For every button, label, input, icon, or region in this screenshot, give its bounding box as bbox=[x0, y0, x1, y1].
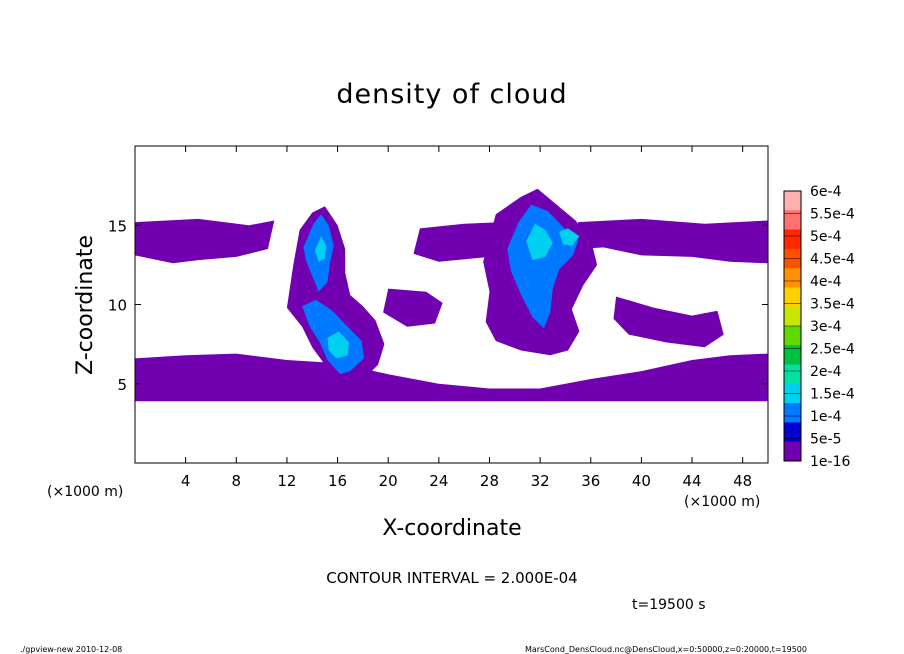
colorbar-label: 1.5e-4 bbox=[810, 387, 855, 403]
x-unit-label-right: (×1000 m) bbox=[684, 494, 760, 510]
colorbar-label: 4.5e-4 bbox=[810, 252, 855, 268]
y-axis-label: Z-coordinate bbox=[73, 235, 98, 375]
x-tick-label: 48 bbox=[733, 472, 752, 490]
density-region-east-core-hi-1 bbox=[526, 223, 553, 261]
colorbar-label: 3e-4 bbox=[810, 319, 842, 335]
x-tick-label: 32 bbox=[531, 472, 550, 490]
colorbar-label: 5e-4 bbox=[810, 229, 842, 245]
colorbar-swatch bbox=[784, 229, 801, 250]
density-region-east-mid-cloud bbox=[613, 296, 724, 348]
colorbar: 6e-4 5.5e-4 5e-4 4.5e-4 4e-4 3.5e-4 3e-4 2.5e-4… bbox=[783, 184, 855, 470]
y-tick-label: 5 bbox=[117, 376, 127, 394]
footer-right-text: MarsCond_DensCloud.nc@DensCloud,x=0:5000… bbox=[525, 645, 807, 654]
density-region-west-core-hi-2 bbox=[327, 331, 349, 359]
colorbar-swatch bbox=[784, 287, 801, 308]
x-axis-label: X-coordinate bbox=[382, 516, 521, 541]
y-tick-label: 10 bbox=[108, 297, 127, 315]
x-tick-label: 4 bbox=[181, 472, 191, 490]
x-tick-label: 44 bbox=[682, 472, 701, 490]
x-tick-label: 24 bbox=[429, 472, 448, 490]
x-tick-label: 28 bbox=[480, 472, 499, 490]
x-tick-label: 12 bbox=[277, 472, 296, 490]
colorbar-swatch bbox=[784, 441, 801, 462]
x-tick-label: 36 bbox=[581, 472, 600, 490]
x-tick-label: 16 bbox=[328, 472, 347, 490]
density-region-east-core-hi-2 bbox=[559, 228, 580, 246]
time-text: t=19500 s bbox=[632, 597, 706, 613]
colorbar-label: 6e-4 bbox=[810, 184, 842, 200]
density-field bbox=[135, 188, 768, 402]
colorbar-swatch bbox=[784, 364, 801, 385]
density-region-west-mid-cloud bbox=[383, 288, 443, 327]
colorbar-swatch bbox=[784, 345, 801, 365]
footer-left-text: ./gpview-new 2010-12-08 bbox=[20, 645, 122, 654]
y-tick-label: 15 bbox=[108, 217, 127, 235]
colorbar-swatch bbox=[784, 326, 801, 346]
density-region-upper-band-east bbox=[578, 218, 768, 264]
colorbar-swatch bbox=[784, 403, 801, 423]
colorbar-label: 2.5e-4 bbox=[810, 342, 855, 358]
density-region-lower-band bbox=[135, 353, 768, 402]
density-region-upper-band-west bbox=[135, 218, 275, 264]
chart-title: density of cloud bbox=[336, 79, 567, 110]
colorbar-swatch bbox=[784, 210, 801, 230]
colorbar-swatch bbox=[784, 191, 801, 211]
x-tick-label: 20 bbox=[379, 472, 398, 490]
colorbar-label: 2e-4 bbox=[810, 364, 842, 380]
x-unit-label-left: (×1000 m) bbox=[47, 484, 123, 500]
x-tick-label: 8 bbox=[232, 472, 242, 490]
colorbar-swatch bbox=[784, 268, 801, 288]
colorbar-swatch bbox=[784, 306, 801, 327]
colorbar-swatch bbox=[784, 422, 801, 443]
colorbar-label: 4e-4 bbox=[810, 274, 842, 290]
density-region-west-core-hi-1 bbox=[314, 236, 327, 262]
colorbar-label: 1e-16 bbox=[810, 454, 850, 470]
colorbar-label: 5e-5 bbox=[810, 432, 841, 448]
colorbar-label: 1e-4 bbox=[810, 409, 842, 425]
contour-interval-text: CONTOUR INTERVAL = 2.000E-04 bbox=[326, 569, 577, 587]
plot-background bbox=[135, 146, 768, 463]
x-tick-label: 40 bbox=[632, 472, 651, 490]
colorbar-label: 3.5e-4 bbox=[810, 297, 855, 313]
colorbar-label: 5.5e-4 bbox=[810, 207, 855, 223]
